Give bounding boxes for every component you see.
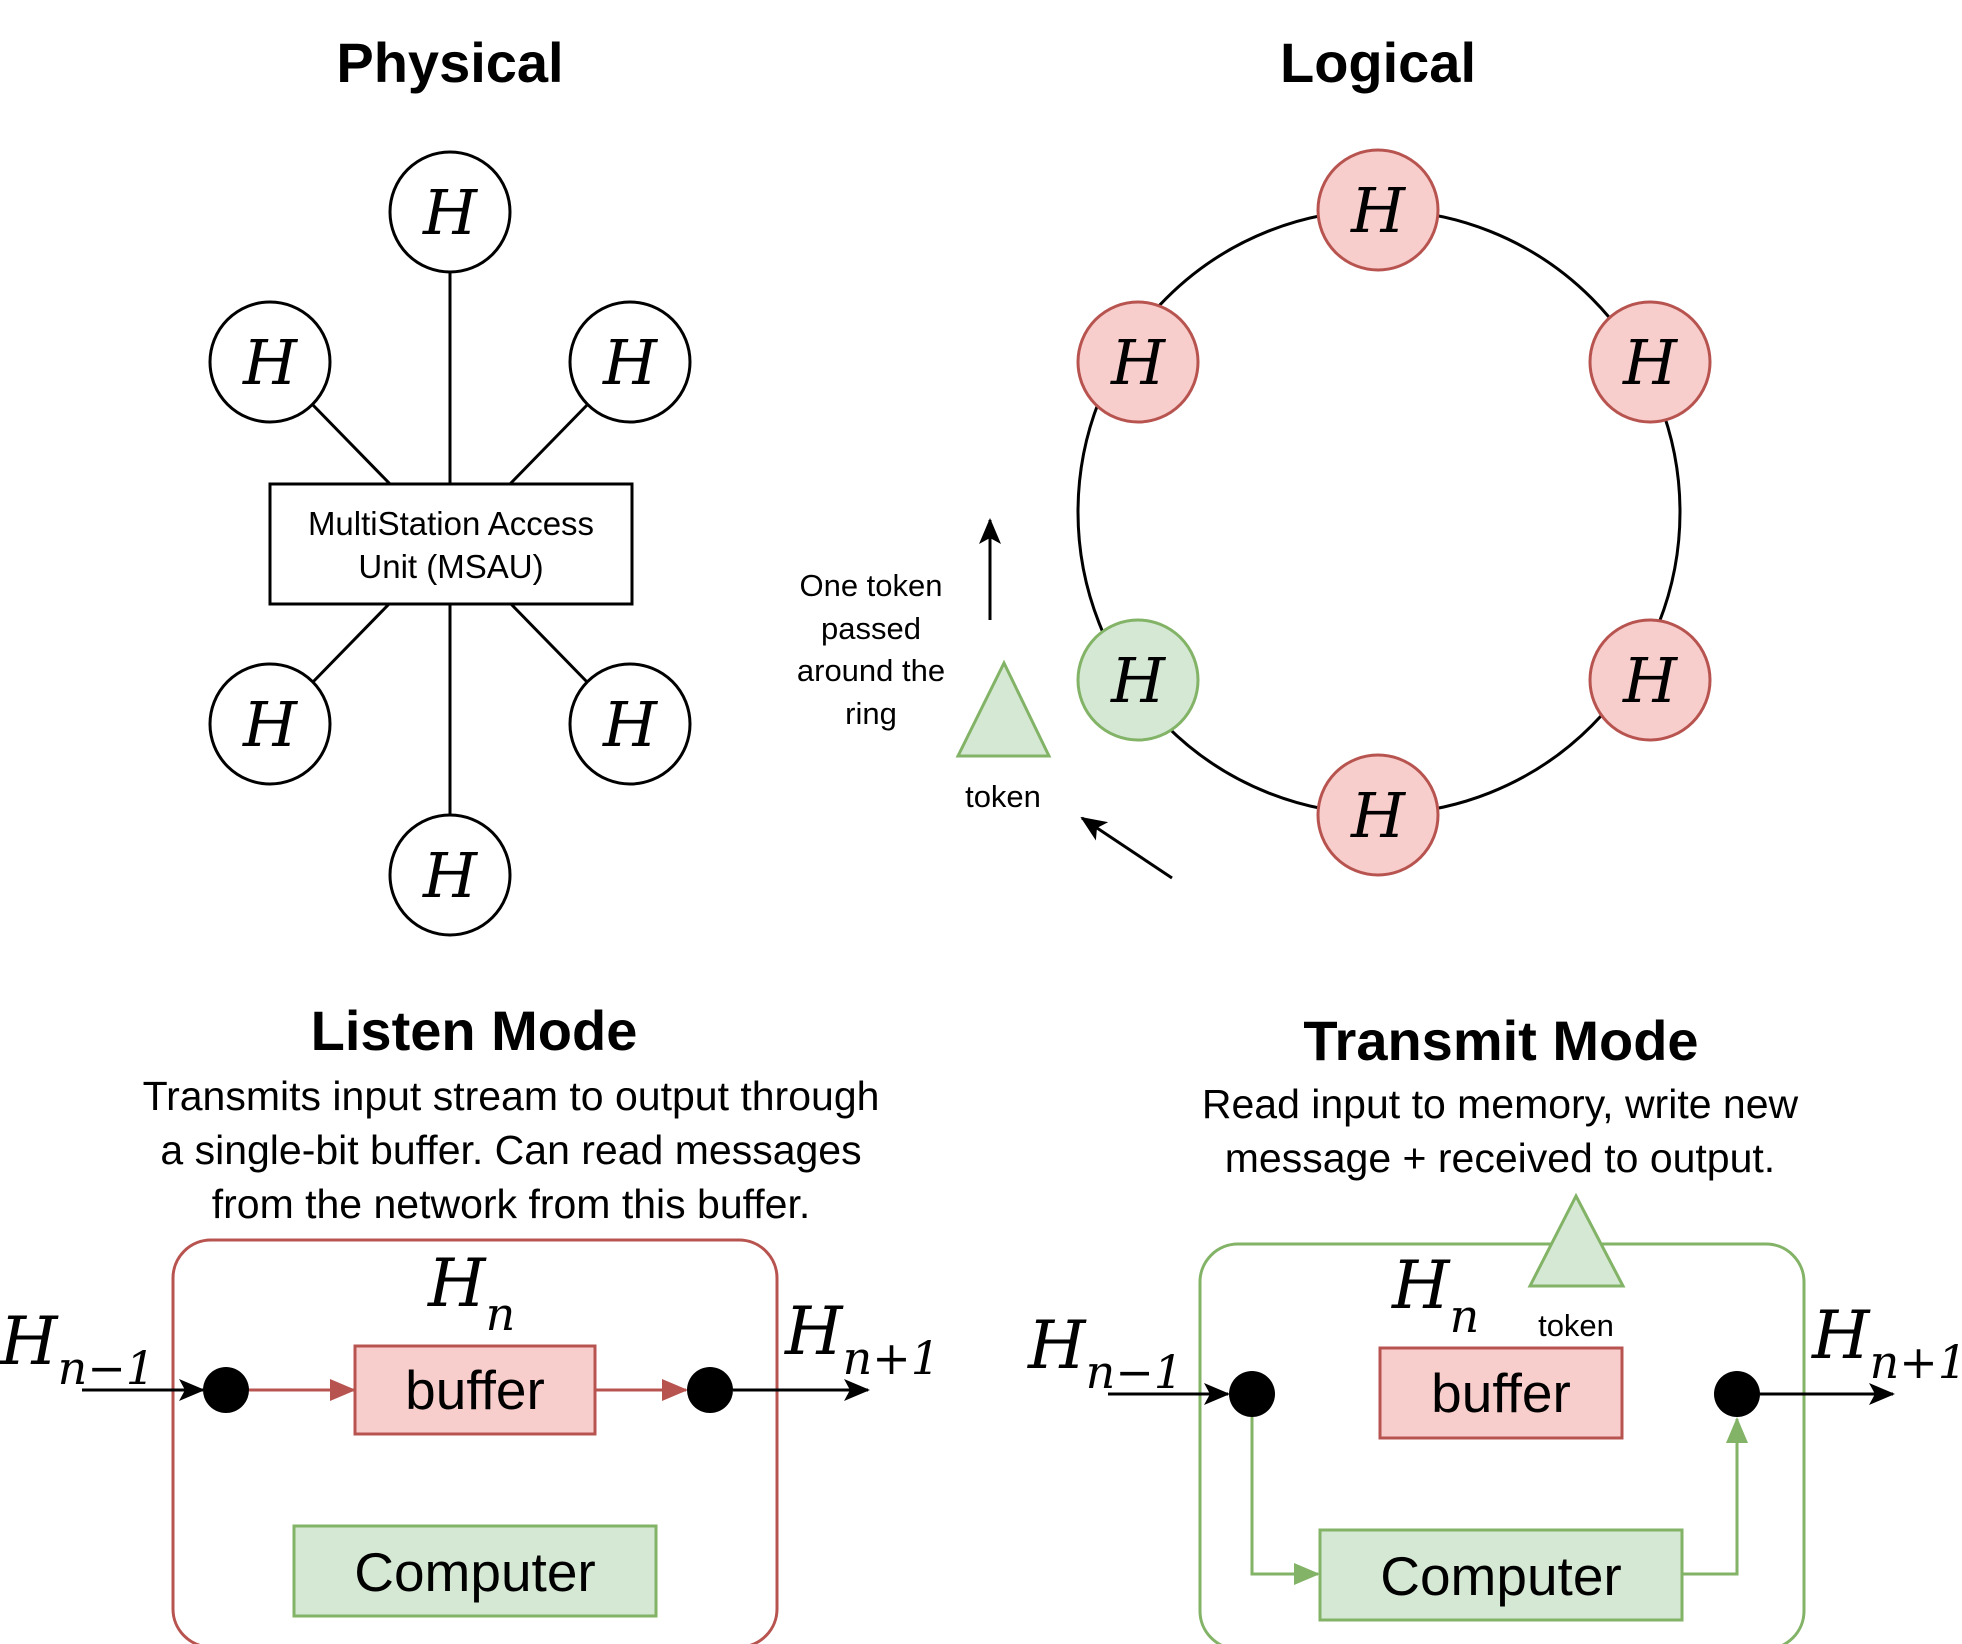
logical-section: Logical H H H H H H token One xyxy=(797,31,1712,880)
transmit-mode-section: Transmit Mode Read input to memory, writ… xyxy=(1027,1009,1962,1644)
listen-mode-section: Listen Mode Transmits input stream to ou… xyxy=(0,999,940,1644)
transmit-output-node xyxy=(1714,1371,1760,1417)
logical-host-lower-left-token-holder: H xyxy=(1076,618,1200,742)
msau-box xyxy=(268,482,634,606)
host-label: H xyxy=(1350,174,1407,247)
listen-title: Listen Mode xyxy=(311,999,638,1062)
msau-hub: MultiStation Access Unit (MSAU) xyxy=(268,482,634,606)
listen-computer-label: Computer xyxy=(354,1541,595,1603)
link-upper-right xyxy=(508,400,592,486)
listen-input-label: Hn−1 xyxy=(0,1303,155,1395)
listen-buffer-box xyxy=(353,1344,597,1436)
transmit-out-sub: n+1 xyxy=(1870,1335,1962,1389)
host-label: H xyxy=(242,688,299,761)
transmit-buffer-box xyxy=(1378,1346,1624,1440)
host-label: H xyxy=(1622,644,1679,717)
listen-host-sub: n xyxy=(486,1287,516,1341)
transmit-input-label: Hn−1 xyxy=(1027,1307,1183,1399)
host-label: H xyxy=(1622,326,1679,399)
transmit-computer-label: Computer xyxy=(1380,1545,1621,1607)
logical-host-upper-left: H xyxy=(1076,300,1200,424)
msau-label-line1: MultiStation Access xyxy=(308,505,594,542)
host-label: H xyxy=(242,326,299,399)
link-lower-right xyxy=(508,601,592,687)
transmit-in-sub: n−1 xyxy=(1086,1345,1183,1399)
physical-host-upper-left: H xyxy=(208,300,332,424)
physical-section: Physical MultiStation Access Unit (MSAU)… xyxy=(208,31,692,937)
listen-out-base: H xyxy=(784,1293,844,1370)
msau-label-line2: Unit (MSAU) xyxy=(358,548,543,585)
token-note-line2: passed xyxy=(821,611,921,646)
host-label: H xyxy=(422,176,479,249)
host-label: H xyxy=(1110,326,1167,399)
link-upper-left xyxy=(308,400,392,486)
token-note-line4: ring xyxy=(845,696,897,731)
physical-title: Physical xyxy=(336,31,563,94)
host-label: H xyxy=(1110,644,1167,717)
host-label: H xyxy=(602,688,659,761)
physical-host-top: H xyxy=(388,150,512,274)
transmit-host-label: Hn xyxy=(1391,1247,1479,1343)
listen-output-node xyxy=(687,1367,733,1413)
physical-host-lower-right: H xyxy=(568,662,692,786)
listen-input-node xyxy=(203,1367,249,1413)
host-label: H xyxy=(422,839,479,912)
listen-in-sub: n−1 xyxy=(58,1341,155,1395)
physical-host-lower-left: H xyxy=(208,662,332,786)
logical-host-top: H xyxy=(1316,148,1440,272)
physical-host-bottom: H xyxy=(388,813,512,937)
transmit-desc-line2: message + received to output. xyxy=(1225,1135,1775,1181)
token-note-line3: around the xyxy=(797,653,945,688)
listen-buffer-label: buffer xyxy=(405,1359,545,1421)
transmit-token-triangle xyxy=(1527,1192,1626,1288)
token-note-line1: One token xyxy=(799,568,942,603)
logical-host-lower-right: H xyxy=(1588,618,1712,742)
transmit-token-label: token xyxy=(1538,1308,1614,1343)
physical-host-upper-right: H xyxy=(568,300,692,424)
listen-desc-line1: Transmits input stream to output through xyxy=(143,1073,880,1119)
token-triangle xyxy=(955,659,1052,758)
transmit-host-base: H xyxy=(1391,1247,1451,1324)
transmit-input-node xyxy=(1229,1371,1275,1417)
token-label: token xyxy=(965,779,1041,814)
listen-computer-box xyxy=(292,1524,658,1618)
transmit-in-base: H xyxy=(1027,1307,1087,1384)
input-to-computer-arrow xyxy=(1250,1417,1320,1585)
host-label: H xyxy=(1350,779,1407,852)
logical-title: Logical xyxy=(1280,31,1476,94)
listen-desc-line2: a single-bit buffer. Can read messages xyxy=(160,1127,861,1173)
transmit-computer-box xyxy=(1318,1528,1684,1622)
listen-host-label: Hn xyxy=(427,1245,515,1341)
transmit-output-label: Hn+1 xyxy=(1811,1297,1962,1389)
logical-host-bottom: H xyxy=(1316,753,1440,877)
link-lower-left xyxy=(308,601,392,687)
transmit-out-base: H xyxy=(1811,1297,1871,1374)
listen-in-base: H xyxy=(0,1303,59,1380)
computer-to-output-arrow xyxy=(1682,1417,1748,1576)
diagonal-arrow xyxy=(1080,816,1173,880)
physical-links xyxy=(308,272,592,815)
logical-host-upper-right: H xyxy=(1588,300,1712,424)
transmit-title: Transmit Mode xyxy=(1303,1009,1698,1072)
transmit-desc-line1: Read input to memory, write new xyxy=(1202,1081,1799,1127)
listen-host-base: H xyxy=(427,1245,487,1322)
listen-desc-line3: from the network from this buffer. xyxy=(212,1181,811,1227)
transmit-host-sub: n xyxy=(1450,1289,1480,1343)
listen-output-label: Hn+1 xyxy=(784,1293,940,1385)
listen-out-sub: n+1 xyxy=(843,1331,940,1385)
host-label: H xyxy=(602,326,659,399)
transmit-buffer-label: buffer xyxy=(1431,1362,1571,1424)
